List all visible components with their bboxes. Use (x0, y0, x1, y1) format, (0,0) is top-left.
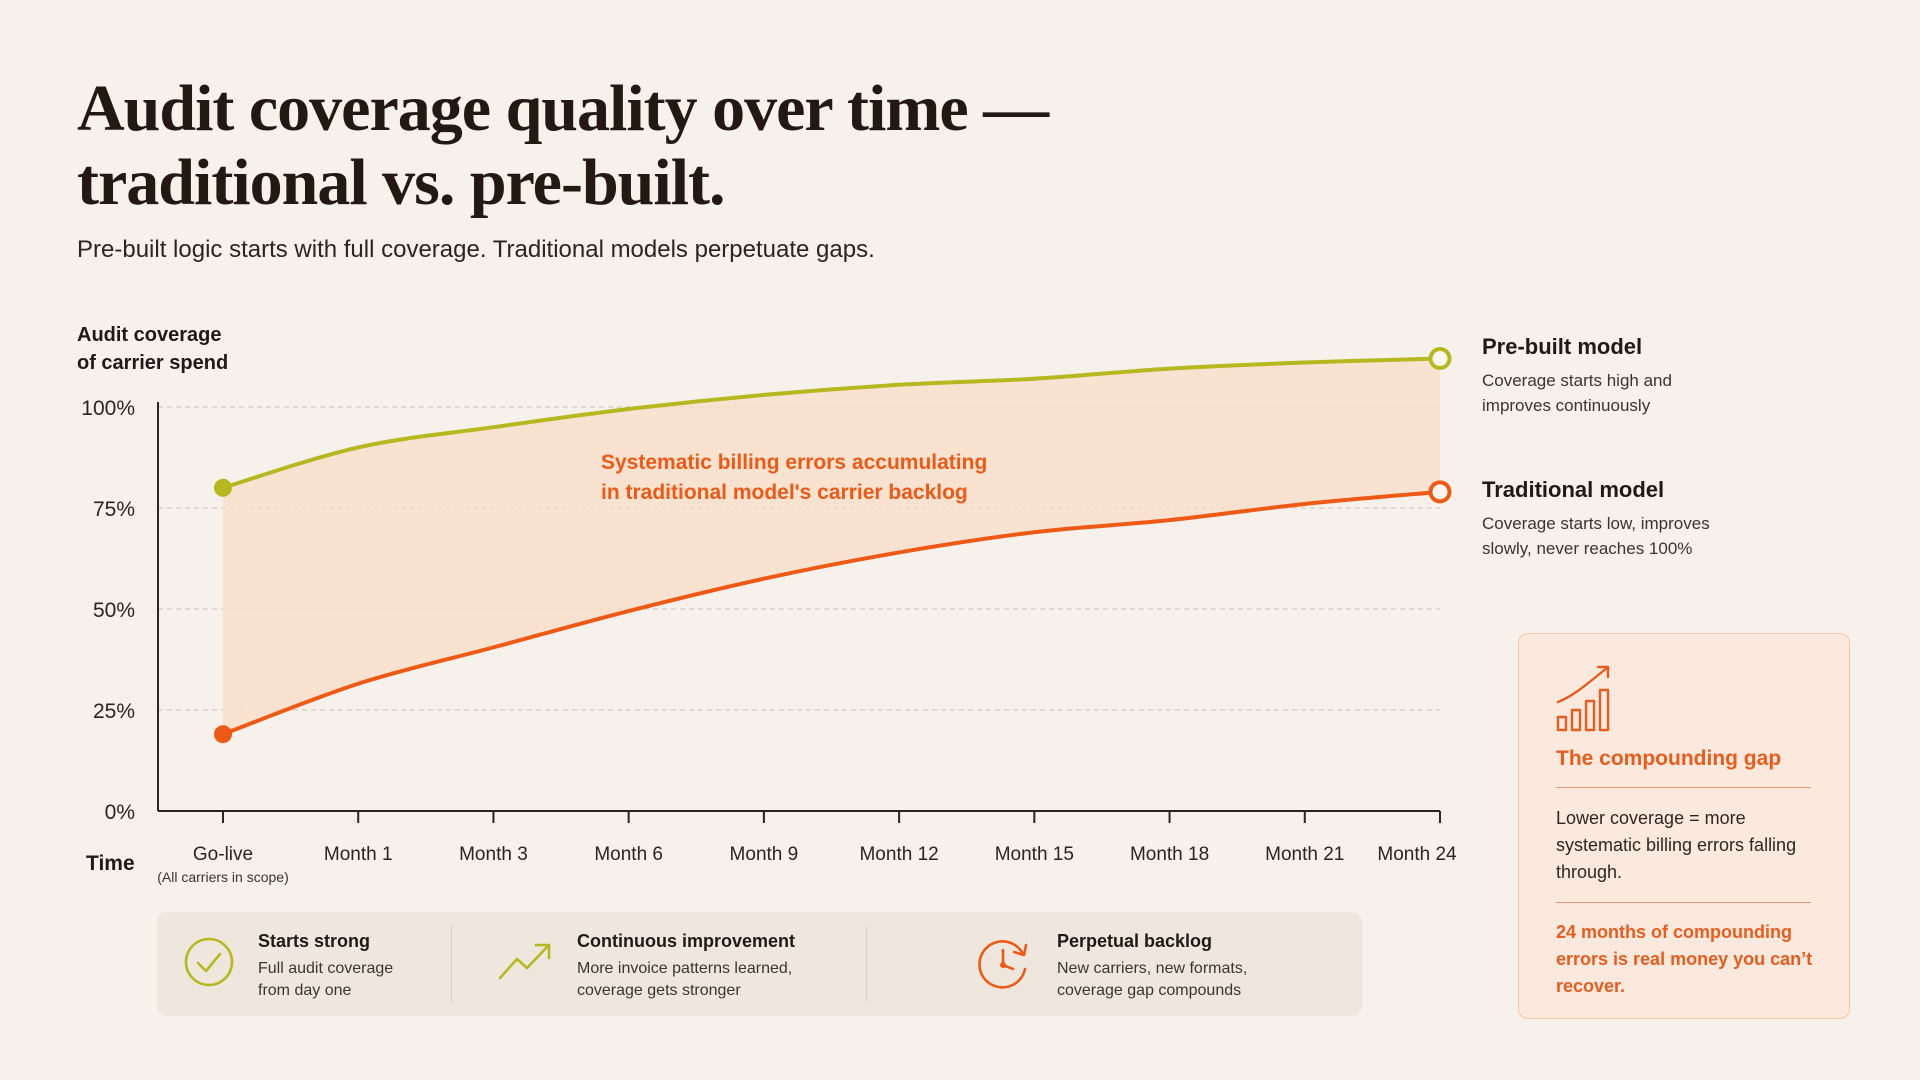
feature-perpetual-backlog: Perpetual backlog New carriers, new form… (867, 912, 1362, 1016)
bar-chart-trend-up-icon (1556, 665, 1610, 732)
feature-title: Continuous improvement (577, 931, 796, 951)
callout-text: Lower coverage = more systematic billing… (1556, 808, 1797, 882)
x-tick-label: Month 6 (594, 844, 663, 865)
feature-strip: Starts strong Full audit coverage from d… (157, 912, 1362, 1016)
legend-prebuilt: Pre-built model Coverage starts high and… (1482, 334, 1722, 418)
feature-divider (866, 926, 867, 1002)
legend-prebuilt-title: Pre-built model (1482, 334, 1643, 359)
point-prebuilt-start (214, 478, 232, 497)
clock-backlog-icon (978, 940, 1028, 989)
x-tick-label: Month 15 (995, 844, 1074, 865)
gap-annotation-line-1: Systematic billing errors accumulating (601, 451, 987, 474)
legend-prebuilt-desc: Coverage starts high and improves contin… (1482, 371, 1672, 415)
feature-title: Starts strong (258, 931, 371, 951)
y-axis-label-line-2: of carrier spend (77, 352, 228, 374)
feature-title: Perpetual backlog (1057, 931, 1213, 951)
y-tick-label: 0% (105, 801, 135, 824)
gap-annotation-line-2: in traditional model's carrier backlog (601, 481, 968, 504)
x-tick-label: Month 12 (859, 844, 938, 865)
feature-starts-strong: Starts strong Full audit coverage from d… (157, 912, 451, 1016)
legend-traditional-desc: Coverage starts low, improves slowly, ne… (1482, 514, 1710, 558)
feature-desc-line: coverage gets stronger (577, 982, 741, 999)
legend-traditional-title: Traditional model (1482, 477, 1665, 502)
series-line-prebuilt (221, 356, 1442, 490)
feature-desc: New carriers, new formats, coverage gap … (1057, 958, 1247, 1002)
coverage-gap-area (223, 358, 1440, 735)
x-tick-label: Month 1 (324, 844, 393, 865)
y-tick-label: 75% (93, 498, 135, 521)
x-tick-label: Month 18 (1130, 844, 1209, 865)
feature-desc-line: Full audit coverage (258, 960, 394, 977)
compounding-gap-callout: The compounding gap Lower coverage = mor… (1518, 633, 1850, 1019)
point-traditional-end (1428, 480, 1452, 504)
check-circle-icon (184, 937, 234, 987)
series-line-traditional (221, 489, 1442, 737)
callout-divider (1556, 787, 1811, 788)
y-tick-label: 50% (93, 599, 135, 622)
point-prebuilt-end (1428, 347, 1452, 371)
feature-desc: Full audit coverage from day one (258, 958, 393, 1002)
y-tick-label: 25% (93, 700, 135, 723)
callout-divider (1556, 902, 1811, 903)
legend-traditional: Traditional model Coverage starts low, i… (1482, 477, 1722, 561)
title-line-1: Audit coverage quality over time — (77, 72, 1049, 145)
x-tick-label: Month 21 (1265, 844, 1344, 865)
point-traditional-start (214, 725, 232, 744)
feature-desc-line: from day one (258, 982, 352, 999)
callout-title: The compounding gap (1556, 747, 1782, 770)
title-line-2: traditional vs. pre-built. (77, 146, 726, 219)
feature-desc-line: More invoice patterns learned, (577, 960, 793, 977)
feature-desc-line: New carriers, new formats, (1057, 960, 1248, 977)
page-subtitle: Pre-built logic starts with full coverag… (77, 236, 875, 263)
page-title: Audit coverage quality over time — tradi… (77, 72, 1177, 220)
feature-continuous-improvement: Continuous improvement More invoice patt… (452, 912, 866, 1016)
x-tick-label: Month 24 (1377, 844, 1457, 865)
feature-divider (451, 926, 452, 1002)
feature-desc-line: coverage gap compounds (1057, 982, 1242, 999)
trend-up-icon (498, 943, 551, 980)
feature-desc: More invoice patterns learned, coverage … (577, 958, 792, 1002)
y-axis-label-line-1: Audit coverage (77, 324, 221, 346)
callout-emphasis: 24 months of compounding errors is real … (1556, 922, 1813, 996)
x-tick-label: Month 3 (459, 844, 528, 865)
x-tick-note: (All carriers in scope) (157, 869, 288, 885)
y-tick-label: 100% (81, 397, 135, 420)
x-axis-label: Time (86, 852, 135, 875)
x-tick-label: Month 9 (730, 844, 799, 865)
x-tick-label: Go-live (193, 844, 253, 865)
